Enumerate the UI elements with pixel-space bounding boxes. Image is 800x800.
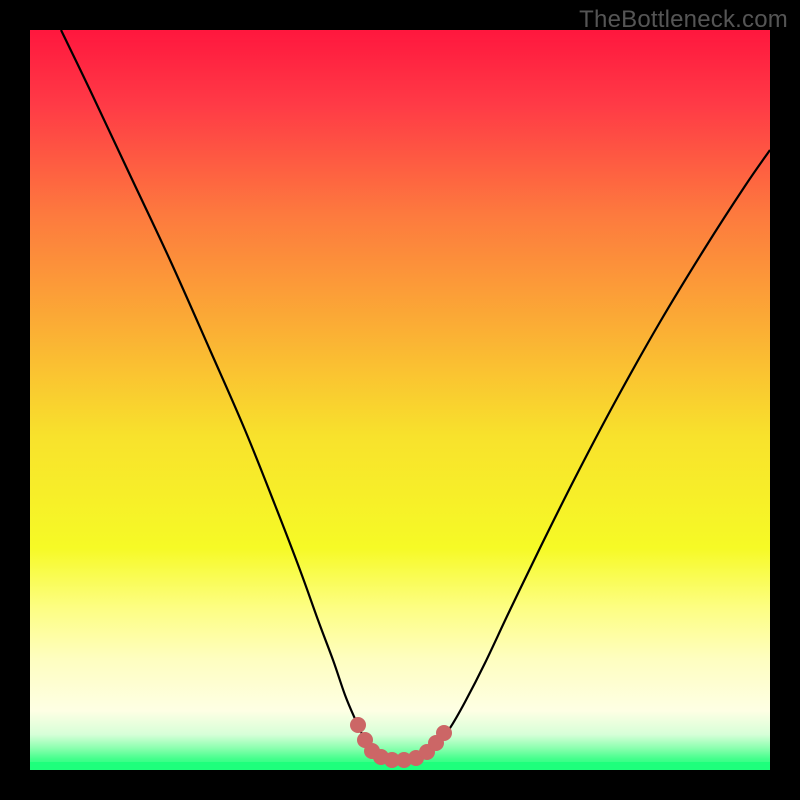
border-bottom: [0, 770, 800, 800]
curve-marker: [350, 717, 366, 733]
plot-background: [30, 30, 770, 770]
curve-marker: [436, 725, 452, 741]
watermark-text: TheBottleneck.com: [579, 6, 788, 34]
border-left: [0, 0, 30, 800]
border-right: [770, 0, 800, 800]
